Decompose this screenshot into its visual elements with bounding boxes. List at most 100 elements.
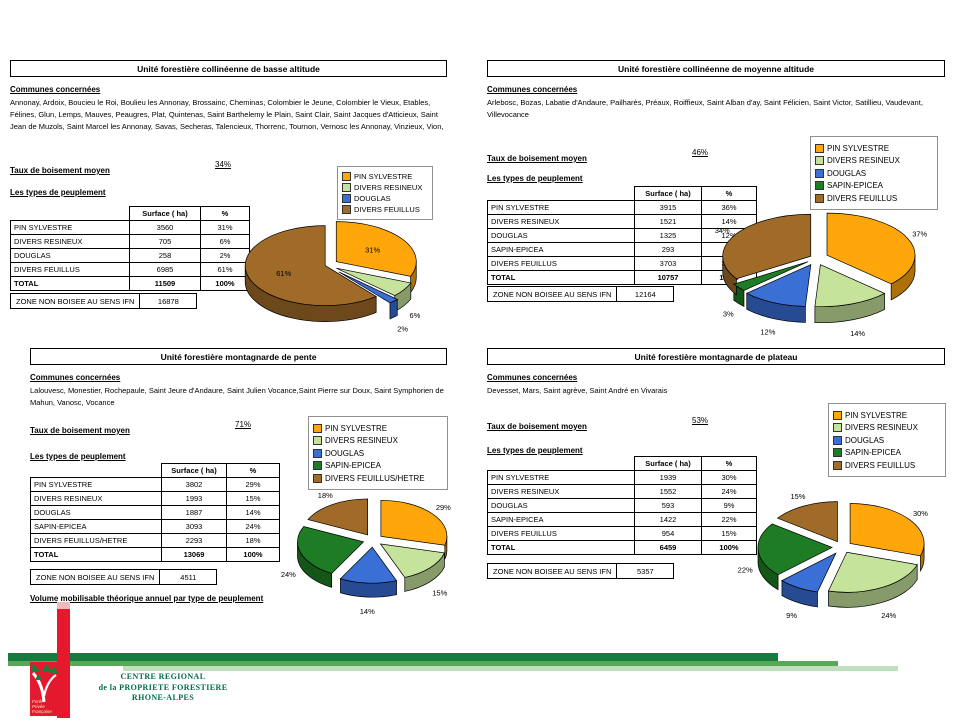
table-row: TOTAL 6459 100% xyxy=(487,540,757,555)
legend-label: DIVERS FEUILLUS xyxy=(827,193,898,203)
table-row: DIVERS RESINEUX 1552 24% xyxy=(487,484,757,499)
table-row: TOTAL 11509 100% xyxy=(10,276,250,291)
pie-slice xyxy=(745,263,812,307)
legend-item: DIVERS RESINEUX xyxy=(342,183,428,192)
table-cell: Surface ( ha) xyxy=(634,456,702,471)
table-cell: 2293 xyxy=(161,533,227,548)
pie-label: 30% xyxy=(913,509,928,518)
table-row: TOTAL 13069 100% xyxy=(30,547,280,562)
types-label: Les types de peuplement xyxy=(10,188,106,197)
communes-list: Devesset, Mars, Saint agrève, Saint Andr… xyxy=(487,386,668,395)
legend-swatch-icon xyxy=(815,193,824,203)
legend-item: SAPIN-EPICEA xyxy=(833,448,941,457)
legend-item: DOUGLAS xyxy=(833,435,941,445)
table-cell: 13069 xyxy=(161,547,227,562)
legend-item: PIN SYLVESTRE xyxy=(342,172,428,181)
legend-label: DOUGLAS xyxy=(354,194,391,203)
table-cell: 11509 xyxy=(129,276,201,291)
zone-non-boisee: ZONE NON BOISEE AU SENS IFN 16878 xyxy=(10,293,198,309)
table-cell: DOUGLAS xyxy=(10,248,130,263)
table-cell: DOUGLAS xyxy=(487,498,635,513)
legend-swatch-icon xyxy=(342,172,351,181)
table-cell: 3093 xyxy=(161,519,227,534)
pie-label: 31% xyxy=(365,245,380,254)
peuplement-table: Surface ( ha)% PIN SYLVESTRE 3560 31% DIVERS… xyxy=(10,206,250,291)
section-title: Unité forestière montagnarde de plateau xyxy=(487,348,945,365)
table-cell: 954 xyxy=(634,526,702,541)
legend-swatch-icon xyxy=(833,448,842,457)
zone-non-boisee: ZONE NON BOISEE AU SENS IFN 5357 xyxy=(487,563,675,579)
footer-bar-dark-green xyxy=(8,653,778,661)
taux-value: 71% xyxy=(235,420,252,429)
legend-item: PIN SYLVESTRE xyxy=(815,143,933,153)
tree-icon xyxy=(31,663,58,703)
communes-list: Lalouvesc, Monestier, Rochepaule, Saint … xyxy=(30,386,444,407)
pie-slice xyxy=(826,212,916,285)
pie-label: 14% xyxy=(360,607,375,616)
taux-row: Taux de boisement moyen 71% xyxy=(30,420,447,438)
table-cell: 6459 xyxy=(634,540,702,555)
legend-label: DIVERS FEUILLUS/HETRE xyxy=(325,473,425,483)
legend-swatch-icon xyxy=(342,194,351,203)
table-cell: PIN SYLVESTRE xyxy=(30,477,162,492)
legend-label: DIVERS RESINEUX xyxy=(325,436,398,445)
taux-label: Taux de boisement moyen xyxy=(487,154,587,163)
table-cell: DOUGLAS xyxy=(30,505,162,520)
volume-label: Volume mobilisable théorique annuel par … xyxy=(30,594,264,603)
legend-label: PIN SYLVESTRE xyxy=(354,172,413,181)
legend-item: DOUGLAS xyxy=(342,194,428,203)
table-cell: DIVERS FEUILLUS xyxy=(487,526,635,541)
table-cell: 18% xyxy=(226,533,280,548)
pie-slice xyxy=(307,498,368,536)
legend-swatch-icon xyxy=(815,181,824,190)
legend-item: DIVERS FEUILLUS xyxy=(342,205,428,214)
legend-swatch-icon xyxy=(815,168,824,178)
pie-slice xyxy=(827,551,918,593)
table-cell: 3560 xyxy=(129,220,201,235)
zone-value: 4511 xyxy=(180,572,197,582)
pie-slice xyxy=(722,213,812,280)
legend-item: DIVERS RESINEUX xyxy=(313,436,443,445)
table-cell: TOTAL xyxy=(30,547,162,562)
table-cell: PIN SYLVESTRE xyxy=(487,470,635,485)
table-cell: DOUGLAS xyxy=(487,228,635,243)
communes-list: Arlebosc, Bozas, Labatie d'Andaure, Pail… xyxy=(487,98,923,119)
table-cell: TOTAL xyxy=(487,270,635,285)
legend-item: SAPIN-EPICEA xyxy=(313,461,443,470)
table-cell: 593 xyxy=(634,498,702,513)
table-cell: DIVERS RESINEUX xyxy=(30,491,162,506)
legend-item: PIN SYLVESTRE xyxy=(313,423,443,433)
zone-value: 12164 xyxy=(634,289,656,299)
table-cell: DIVERS FEUILLUS xyxy=(487,256,635,271)
table-cell xyxy=(487,186,635,201)
legend-swatch-icon xyxy=(815,143,824,153)
table-row: DIVERS FEUILLUS 6985 61% xyxy=(10,262,250,277)
table-cell: TOTAL xyxy=(10,276,130,291)
legend-label: PIN SYLVESTRE xyxy=(325,423,388,433)
table-row: DOUGLAS 1887 14% xyxy=(30,505,280,520)
legend-label: DOUGLAS xyxy=(325,448,365,458)
legend-item: DOUGLAS xyxy=(313,448,443,458)
legend-label: DIVERS RESINEUX xyxy=(827,156,900,165)
legend-label: SAPIN-EPICEA xyxy=(827,181,884,190)
pie-label: 3% xyxy=(723,310,734,319)
types-label: Les types de peuplement xyxy=(30,452,126,461)
pie-chart: 37% 14% 12% 3% 34% xyxy=(715,212,928,338)
communes-label: Communes concernées xyxy=(487,85,578,94)
taux-value: 53% xyxy=(692,416,709,425)
table-row: DIVERS FEUILLUS/HETRE 2293 18% xyxy=(30,533,280,548)
table-row: Surface ( ha)% xyxy=(487,456,757,471)
zone-value: 16878 xyxy=(157,296,179,306)
footer-red-bar xyxy=(57,602,70,718)
legend-swatch-icon xyxy=(313,436,322,445)
legend-label: DIVERS FEUILLUS xyxy=(354,205,420,214)
pie-chart: 29% 15% 14% 24% 18% xyxy=(281,491,451,616)
table-cell: 100% xyxy=(701,540,757,555)
table-cell: 29% xyxy=(226,477,280,492)
zone-non-boisee: ZONE NON BOISEE AU SENS IFN 12164 xyxy=(487,286,675,302)
table-cell xyxy=(487,456,635,471)
table-row: PIN SYLVESTRE 3802 29% xyxy=(30,477,280,492)
legend-label: DIVERS RESINEUX xyxy=(845,423,918,432)
communes-label: Communes concernées xyxy=(30,373,121,382)
